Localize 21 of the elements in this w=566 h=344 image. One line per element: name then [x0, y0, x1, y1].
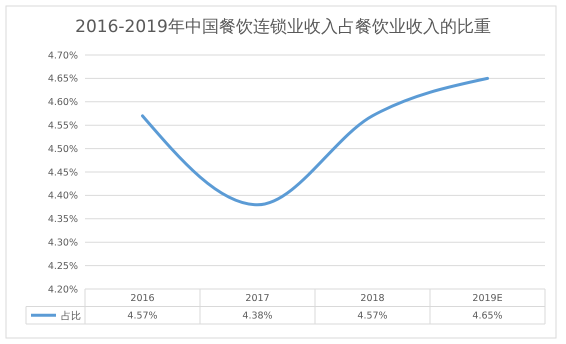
y-tick-label: 4.65%	[48, 74, 78, 85]
data-label: 4.57%	[357, 310, 388, 322]
data-label: 4.65%	[472, 310, 503, 322]
x-tick-label: 2017	[245, 293, 270, 304]
y-tick-label: 4.30%	[48, 238, 78, 249]
legend-label: 占比	[61, 310, 81, 322]
y-tick-label: 4.35%	[48, 214, 78, 226]
y-tick-label: 4.55%	[48, 120, 78, 132]
y-tick-label: 4.70%	[48, 50, 78, 62]
x-tick-label: 2016	[130, 293, 155, 304]
x-tick-label: 2019E	[472, 293, 503, 304]
y-tick-label: 4.50%	[48, 144, 78, 155]
chart-title: 2016-2019年中国餐饮连锁业收入占餐饮业收入的比重	[75, 17, 491, 37]
x-tick-label: 2018	[360, 293, 385, 304]
y-tick-label: 4.40%	[48, 190, 78, 202]
y-tick-label: 4.60%	[48, 97, 78, 108]
data-label: 4.38%	[242, 310, 273, 322]
y-tick-label: 4.20%	[48, 284, 78, 296]
y-tick-label: 4.45%	[48, 167, 78, 178]
y-tick-label: 4.25%	[48, 260, 78, 272]
data-label: 4.57%	[127, 310, 158, 322]
